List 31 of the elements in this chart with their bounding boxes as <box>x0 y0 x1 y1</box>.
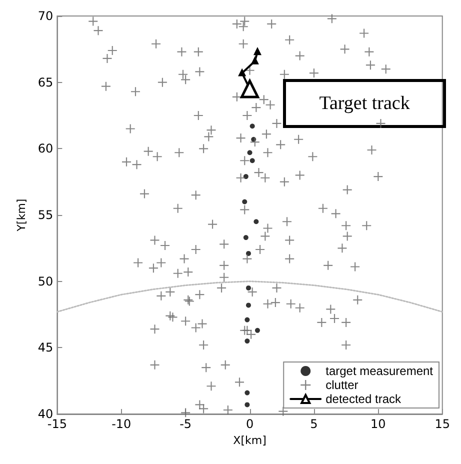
legend-label: detected track <box>326 392 402 406</box>
y-tick-label: 50 <box>38 274 54 288</box>
x-tick-label: -5 <box>180 417 192 431</box>
x-tick-label: 0 <box>246 417 254 431</box>
x-axis-title: X[km] <box>233 434 266 447</box>
point <box>254 219 259 224</box>
y-tick-label: 45 <box>38 340 54 355</box>
point <box>242 199 248 204</box>
x-tick-label: -10 <box>112 417 132 431</box>
y-tick-label: 60 <box>38 142 54 156</box>
point <box>246 302 251 308</box>
point <box>243 235 248 240</box>
point <box>244 317 250 322</box>
y-axis-title: Y[km] <box>15 198 28 232</box>
point <box>244 402 250 408</box>
point <box>244 390 250 396</box>
y-tick-label: 65 <box>38 75 54 90</box>
point <box>250 124 255 129</box>
line-series <box>56 280 444 313</box>
x-tick-label: 5 <box>310 417 318 431</box>
legend-label: target measurement <box>326 364 434 378</box>
x-tick-label: 10 <box>370 417 386 431</box>
y-tick-label: 70 <box>38 9 54 23</box>
point <box>250 158 255 164</box>
x-tick-label: 15 <box>434 417 450 431</box>
legend-label: clutter <box>326 378 358 392</box>
point <box>247 150 252 156</box>
point <box>244 338 250 344</box>
point <box>254 328 260 333</box>
annotation: Target track <box>319 93 410 114</box>
y-tick-label: 55 <box>38 208 54 222</box>
